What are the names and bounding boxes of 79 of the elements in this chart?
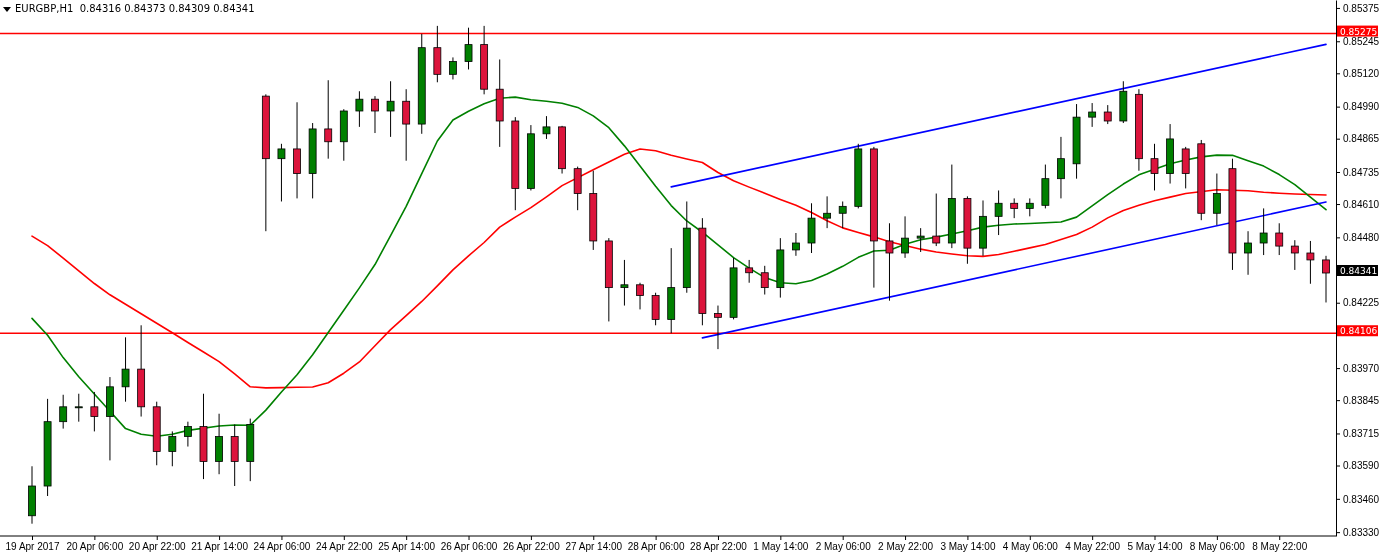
candlestick <box>1103 104 1112 125</box>
candlestick <box>994 189 1003 236</box>
y-tick-label: 0.84990 <box>1343 101 1379 113</box>
x-tick-label: 19 Apr 2017 <box>5 541 60 553</box>
candlestick <box>1290 239 1299 271</box>
x-tick-label: 28 Apr 22:00 <box>690 541 748 553</box>
x-tick-label: 24 Apr 06:00 <box>253 541 311 553</box>
y-tick-label: 0.85375 <box>1343 2 1379 14</box>
candlestick <box>1259 207 1268 256</box>
y-tick-label: 0.84480 <box>1343 232 1379 244</box>
x-tick-label: 24 Apr 22:00 <box>315 541 374 553</box>
y-tick-label: 0.83845 <box>1343 394 1379 406</box>
y-tick-label: 0.83330 <box>1343 526 1379 538</box>
x-tick-label: 2 May 06:00 <box>815 541 872 553</box>
y-tick-label: 0.84735 <box>1343 166 1379 178</box>
candlestick <box>932 193 941 247</box>
x-tick-label: 5 May 14:00 <box>1127 541 1183 553</box>
candlestick <box>823 195 832 229</box>
candlestick <box>792 232 800 257</box>
candlestick <box>1306 240 1315 285</box>
y-tick-label: 0.84865 <box>1343 133 1379 145</box>
candlestick <box>620 259 629 307</box>
x-tick-label: 4 May 22:00 <box>1065 541 1121 553</box>
candlestick <box>1010 197 1019 219</box>
candlestick <box>714 305 722 350</box>
x-tick-label: 8 May 22:00 <box>1252 541 1308 553</box>
y-tick-label: 0.84610 <box>1343 198 1379 210</box>
candlestick <box>59 394 68 430</box>
candlestick <box>324 79 333 160</box>
candlestick <box>449 56 457 80</box>
candlestick <box>636 282 644 310</box>
ref-line-label: 0.84106 <box>1340 326 1378 337</box>
candlestick <box>1322 255 1330 303</box>
x-tick-label: 20 Apr 06:00 <box>66 541 124 553</box>
candlestick <box>371 95 379 134</box>
candlestick <box>74 393 83 423</box>
candlestick <box>1088 102 1097 128</box>
x-tick-label: 26 Apr 06:00 <box>440 541 498 553</box>
candlestick <box>542 115 551 140</box>
ref-line-label: 0.85275 <box>1340 26 1378 37</box>
candlestick <box>121 336 130 403</box>
x-tick-label: 2 May 22:00 <box>878 541 934 553</box>
candlestick <box>386 80 395 138</box>
x-tick-label: 21 Apr 14:00 <box>191 541 249 553</box>
y-tick-label: 0.83715 <box>1343 428 1379 440</box>
y-tick-label: 0.83590 <box>1343 460 1379 472</box>
x-tick-label: 27 Apr 14:00 <box>565 541 623 553</box>
y-tick-label: 0.83970 <box>1343 362 1379 374</box>
candlestick <box>901 215 909 259</box>
candlestick <box>355 90 364 128</box>
candlestick <box>916 227 925 253</box>
chart-title: EURGBP,H1 0.84316 0.84373 0.84309 0.84341 <box>15 3 255 14</box>
candlestick <box>464 27 473 70</box>
candlestick <box>838 200 847 229</box>
y-tick-label: 0.83460 <box>1343 493 1379 505</box>
candlestick <box>651 292 660 326</box>
x-tick-label: 8 May 06:00 <box>1189 541 1246 553</box>
x-tick-label: 26 Apr 22:00 <box>503 541 561 553</box>
candlestick <box>1244 230 1252 276</box>
candlestick <box>885 222 894 302</box>
x-tick-label: 1 May 14:00 <box>753 541 809 553</box>
candlestick <box>1057 136 1065 199</box>
text: 0.84341 <box>1340 266 1378 276</box>
x-tick-label: 25 Apr 14:00 <box>378 541 436 553</box>
candlestick <box>90 391 99 432</box>
candlestick <box>760 265 769 296</box>
x-tick-label: 20 Apr 22:00 <box>128 541 187 553</box>
candlestick <box>1275 222 1284 256</box>
y-tick-label: 0.85245 <box>1343 35 1379 47</box>
candlestick <box>402 88 411 162</box>
x-tick-label: 3 May 14:00 <box>940 541 996 553</box>
candlestick <box>1150 143 1159 191</box>
x-tick-label: 28 Apr 06:00 <box>627 541 685 553</box>
candlestick <box>277 143 286 202</box>
candlestick <box>745 259 754 284</box>
candlestick <box>1212 173 1221 226</box>
y-tick-label: 0.84225 <box>1343 297 1379 309</box>
y-tick-label: 0.85120 <box>1343 68 1379 80</box>
x-tick-label: 4 May 06:00 <box>1002 541 1059 553</box>
